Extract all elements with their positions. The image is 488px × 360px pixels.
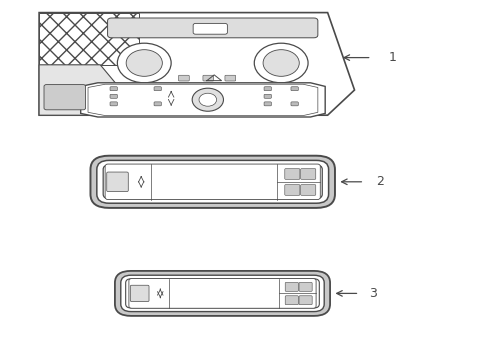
FancyBboxPatch shape: [224, 75, 235, 81]
FancyBboxPatch shape: [285, 296, 298, 305]
Text: 3: 3: [368, 287, 376, 300]
FancyBboxPatch shape: [129, 279, 315, 308]
Polygon shape: [81, 83, 325, 117]
FancyBboxPatch shape: [300, 185, 315, 195]
FancyBboxPatch shape: [264, 94, 271, 98]
FancyBboxPatch shape: [203, 75, 213, 81]
FancyBboxPatch shape: [178, 75, 189, 81]
FancyBboxPatch shape: [154, 87, 161, 91]
FancyBboxPatch shape: [299, 282, 311, 291]
FancyBboxPatch shape: [285, 282, 298, 291]
FancyBboxPatch shape: [106, 172, 128, 192]
FancyBboxPatch shape: [90, 156, 334, 208]
FancyBboxPatch shape: [284, 185, 299, 195]
FancyBboxPatch shape: [109, 170, 316, 194]
FancyBboxPatch shape: [44, 85, 85, 110]
FancyBboxPatch shape: [130, 285, 149, 302]
Text: 2: 2: [376, 175, 384, 188]
Polygon shape: [39, 65, 120, 115]
FancyBboxPatch shape: [300, 169, 315, 179]
FancyBboxPatch shape: [121, 275, 324, 312]
FancyBboxPatch shape: [105, 164, 320, 199]
FancyBboxPatch shape: [110, 87, 117, 91]
FancyBboxPatch shape: [193, 23, 227, 34]
FancyBboxPatch shape: [290, 102, 298, 106]
Circle shape: [199, 93, 216, 106]
FancyBboxPatch shape: [115, 271, 329, 316]
Polygon shape: [39, 13, 139, 65]
FancyBboxPatch shape: [284, 169, 299, 179]
FancyBboxPatch shape: [264, 87, 271, 91]
FancyBboxPatch shape: [264, 102, 271, 106]
Text: 1: 1: [388, 51, 396, 64]
FancyBboxPatch shape: [130, 282, 314, 305]
FancyBboxPatch shape: [110, 94, 117, 98]
FancyBboxPatch shape: [154, 102, 161, 106]
FancyBboxPatch shape: [103, 165, 322, 199]
FancyBboxPatch shape: [299, 296, 311, 305]
Circle shape: [117, 43, 171, 83]
Polygon shape: [39, 13, 354, 115]
Circle shape: [126, 50, 162, 76]
Circle shape: [254, 43, 307, 83]
FancyBboxPatch shape: [110, 102, 117, 106]
FancyBboxPatch shape: [290, 87, 298, 91]
Circle shape: [263, 50, 299, 76]
FancyBboxPatch shape: [97, 161, 328, 203]
FancyBboxPatch shape: [125, 279, 319, 308]
FancyBboxPatch shape: [107, 18, 317, 38]
Circle shape: [192, 88, 223, 111]
